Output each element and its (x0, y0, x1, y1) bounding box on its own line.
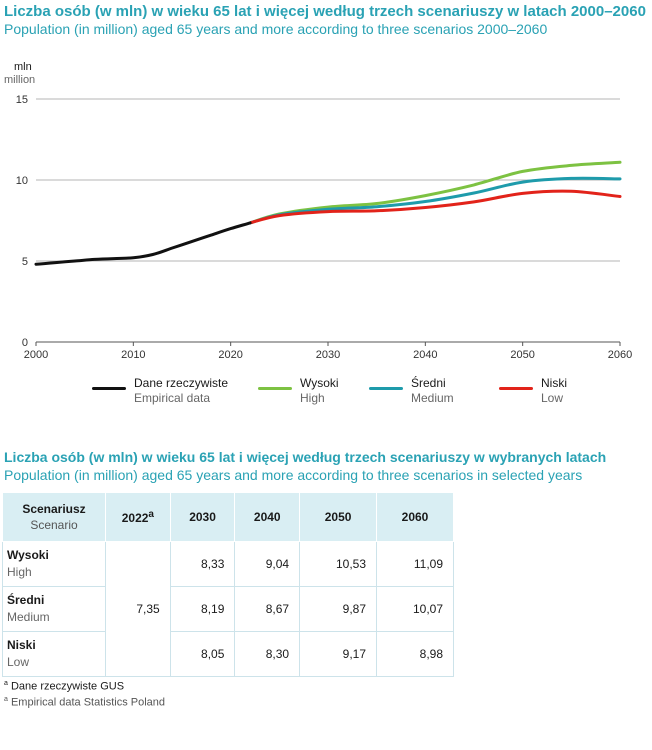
cell-2060: 10,07 (376, 586, 454, 632)
cell-2060: 8,98 (376, 631, 454, 677)
header-2022-label: 2022 (121, 511, 149, 525)
legend-swatch-low (499, 387, 533, 390)
y-tick-label: 10 (16, 175, 28, 187)
x-tick-label: 2030 (316, 349, 340, 361)
table-title-pl: Liczba osób (w mln) w wieku 65 lat i wię… (4, 449, 607, 465)
legend-swatch-medium (369, 387, 403, 390)
table-row-medium: Średni Medium 8,19 8,67 9,87 10,07 (2, 586, 454, 632)
chart-title-en: Population (in million) aged 65 years an… (4, 21, 548, 37)
legend-item-low: Niski Low (499, 376, 567, 406)
legend-label-pl: Średni (411, 376, 446, 390)
cell-2030: 8,05 (169, 631, 236, 677)
footnote-marker: a (4, 680, 8, 687)
series-line-empirical (34, 221, 252, 266)
y-tick-label: 5 (22, 256, 28, 268)
series-line-medium (248, 176, 622, 225)
x-tick-label: 2020 (218, 349, 242, 361)
legend-item-empirical: Dane rzeczywiste Empirical data (92, 376, 228, 406)
legend-label-en: Empirical data (134, 391, 211, 405)
header-2050: 2050 (299, 492, 378, 542)
legend-swatch-empirical (92, 387, 126, 390)
table-title-en: Population (in million) aged 65 years an… (4, 467, 583, 483)
cell-2040: 8,30 (234, 631, 301, 677)
legend-label-pl: Dane rzeczywiste (134, 376, 229, 390)
x-tick-label: 2010 (121, 349, 145, 361)
chart-title-pl: Liczba osób (w mln) w wieku 65 lat i wię… (4, 3, 646, 20)
y-tick-label: 0 (22, 337, 28, 349)
footnote-text-en: Empirical data Statistics Poland (10, 696, 166, 709)
row-label: Niski Low (2, 631, 106, 677)
table-row-low: Niski Low 8,05 8,30 9,17 8,98 (2, 631, 454, 677)
table-row-high: Wysoki High 7,35 8,33 9,04 10,53 11,09 (2, 541, 454, 677)
header-2060: 2060 (376, 492, 454, 542)
footnote-marker: a (148, 509, 154, 520)
row-label: Wysoki High (2, 541, 106, 587)
y-axis-label-en: million (4, 74, 35, 86)
footnote-pl: a Dane rzeczywiste GUS (4, 680, 124, 693)
scenario-table: Scenariusz Scenario 2022a 2030 2040 2050… (2, 492, 454, 677)
x-tick-label: 2040 (413, 349, 437, 361)
footnote-marker: a (4, 696, 8, 703)
legend-label-en: Medium (411, 391, 454, 405)
row-label-en: High (7, 565, 32, 579)
legend-label-en: High (300, 391, 325, 405)
row-label-pl: Wysoki (7, 548, 49, 562)
x-tick-label: 2050 (510, 349, 534, 361)
row-label-en: Medium (7, 610, 50, 624)
header-2022: 2022a (105, 492, 171, 542)
legend-item-medium: Średni Medium (369, 376, 454, 406)
legend-label-pl: Niski (541, 376, 567, 390)
chart-legend: Dane rzeczywiste Empirical data Wysoki Hig… (0, 376, 652, 416)
y-tick-label: 15 (16, 94, 28, 106)
cell-2050: 9,17 (299, 631, 378, 677)
legend-label-en: Low (541, 391, 564, 405)
x-tick-label: 2060 (608, 349, 632, 361)
cell-2030: 8,19 (169, 586, 236, 632)
footnote-en: a Empirical data Statistics Poland (4, 696, 165, 709)
cell-2050: 9,87 (299, 586, 378, 632)
cell-2030: 8,33 (169, 541, 236, 587)
cell-2040: 8,67 (234, 586, 301, 632)
legend-item-high: Wysoki High (258, 376, 339, 406)
header-2030: 2030 (169, 492, 236, 542)
row-label-pl: Średni (7, 593, 45, 607)
legend-swatch-high (258, 387, 292, 390)
series-line-low (248, 189, 622, 225)
x-tick-label: 2000 (24, 349, 48, 361)
header-scenario-en: Scenario (30, 518, 78, 532)
cell-2040: 9,04 (234, 541, 301, 587)
cell-2060: 11,09 (376, 541, 454, 587)
y-axis-label-pl: mln (14, 61, 32, 73)
footnote-text-pl: Dane rzeczywiste GUS (10, 680, 125, 693)
row-label-pl: Niski (7, 638, 36, 652)
row-label-en: Low (7, 655, 30, 669)
header-scenario: Scenariusz Scenario (2, 492, 106, 542)
row-label: Średni Medium (2, 586, 106, 632)
base-value-2022: 7,35 (105, 541, 171, 677)
header-scenario-pl: Scenariusz (22, 502, 86, 516)
cell-2050: 10,53 (299, 541, 378, 587)
header-2040: 2040 (234, 492, 301, 542)
legend-label-pl: Wysoki (300, 376, 339, 390)
table-header-row: Scenariusz Scenario 2022a 2030 2040 2050… (2, 492, 454, 542)
